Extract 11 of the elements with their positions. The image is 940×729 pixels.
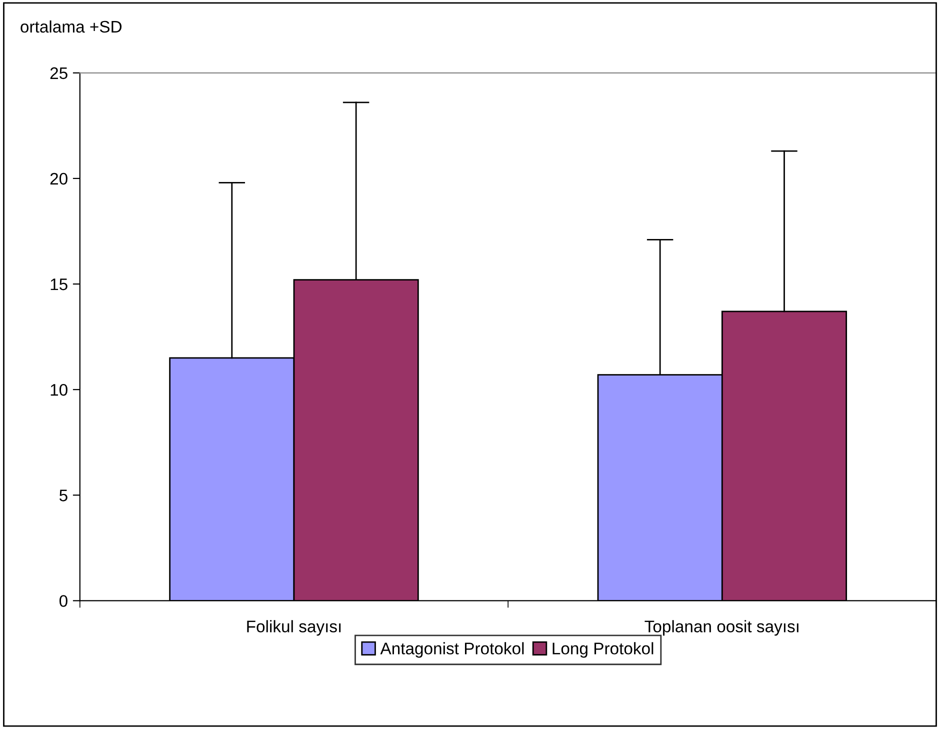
- y-tick-label: 0: [59, 595, 68, 607]
- legend-label: Antagonist Protokol: [380, 642, 524, 658]
- x-tick-label: Toplanan oosit sayısı: [644, 620, 798, 636]
- y-tick-label: 5: [59, 490, 68, 502]
- y-tick-label: 25: [50, 67, 68, 80]
- x-tick-label: Folikul sayısı: [247, 620, 341, 636]
- y-tick-label: 10: [50, 384, 68, 396]
- y-axis-title: ortalama +SD: [20, 20, 122, 33]
- y-tick-label: 20: [50, 172, 68, 185]
- y-tick-label: 15: [50, 278, 68, 290]
- legend-label: Long Protokol: [552, 642, 654, 658]
